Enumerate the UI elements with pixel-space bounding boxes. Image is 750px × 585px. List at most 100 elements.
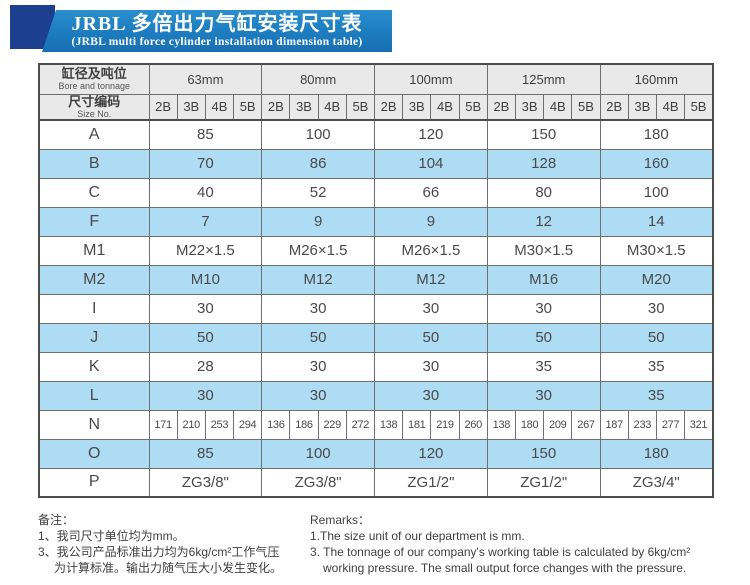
size-code-header-cell: 2B — [486, 93, 516, 121]
notes-en-lines: 1.The size unit of our department is mm.… — [310, 528, 728, 576]
value-cell: 180 — [514, 409, 545, 440]
size-code-header-cell: 4B — [430, 93, 460, 121]
size-code-header-cell: 2B — [373, 93, 404, 121]
value-cell: 187 — [599, 409, 629, 440]
table-row-a: A 85 100 120 150 180 — [38, 119, 714, 150]
value-cell: 150 — [486, 438, 601, 469]
bore-header-cell: 63mm — [148, 63, 263, 95]
size-code-header-cell: 5B — [458, 93, 488, 121]
row-label: L — [38, 380, 150, 411]
value-cell: 80 — [486, 177, 601, 208]
size-code-header-cell: 3B — [402, 93, 432, 121]
value-cell: 50 — [599, 322, 714, 353]
table-row-p: P ZG3/8" ZG3/8" ZG1/2" ZG1/2" ZG3/4" — [38, 467, 714, 498]
notes-zh-heading: 备注： — [38, 513, 75, 527]
value-cell: 50 — [148, 322, 263, 353]
value-cell: 150 — [486, 119, 601, 150]
table-row-n: N 171 210 253 294 136 186 229 272 138 181 219 260 138… — [38, 409, 714, 440]
value-cell: 100 — [261, 119, 375, 150]
table-row-f: F 7 9 9 12 14 — [38, 206, 714, 237]
size-code-header-cell: 3B — [627, 93, 657, 121]
table-header: 缸径及吨位 Bore and tonnage 63mm 80mm 100mm 125mm 1… — [38, 63, 714, 121]
note-line: 1.The size unit of our department is mm. — [310, 529, 525, 543]
value-cell: 30 — [374, 380, 488, 411]
row-label: K — [38, 351, 150, 382]
size-code-header-cell: 5B — [684, 93, 714, 121]
size-code-header-cell: 4B — [655, 93, 686, 121]
row-label: J — [38, 322, 150, 353]
value-cell: M22×1.5 — [148, 235, 263, 266]
table-row-c: C 40 52 66 80 100 — [38, 177, 714, 208]
table-body: A 85 100 120 150 180 B 70 86 104 128 160 C 40 52 66 80 10… — [38, 119, 714, 498]
value-cell: 35 — [599, 351, 714, 382]
size-code-header-cell: 5B — [571, 93, 601, 121]
value-cell: ZG1/2" — [486, 467, 601, 498]
header-row-size-codes: 尺寸编码 Size No. 2B 3B 4B 5B 2B 3B 4B 5B 2B 3B 4B 5B 2B 3B… — [38, 93, 714, 121]
value-cell: 180 — [599, 119, 714, 150]
table-row-m1: M1 M22×1.5 M26×1.5 M26×1.5 M30×1.5 M30×1.5 — [38, 235, 714, 266]
value-cell: M30×1.5 — [599, 235, 714, 266]
table-row-o: O 85 100 120 150 180 — [38, 438, 714, 469]
value-cell: 219 — [430, 409, 460, 440]
row-label: M2 — [38, 264, 150, 295]
value-cell: 100 — [599, 177, 714, 208]
value-cell: 294 — [233, 409, 263, 440]
note-line: 3. The tonnage of our company's working … — [310, 545, 691, 559]
size-code-header-cell: 2B — [599, 93, 629, 121]
value-cell: 9 — [261, 206, 375, 237]
corner-zh: 尺寸编码 — [68, 94, 121, 109]
value-cell: 104 — [374, 148, 488, 179]
size-code-header-cell: 3B — [514, 93, 545, 121]
value-cell: 233 — [627, 409, 657, 440]
corner-en: Size No. — [77, 108, 112, 119]
row-label: C — [38, 177, 150, 208]
value-cell: 30 — [148, 293, 263, 324]
value-cell: 120 — [374, 438, 488, 469]
row-label: F — [38, 206, 150, 237]
value-cell: ZG3/8" — [148, 467, 263, 498]
bore-header-cell: 160mm — [599, 63, 714, 95]
value-cell: M20 — [599, 264, 714, 295]
value-cell: 30 — [261, 351, 375, 382]
value-cell: M26×1.5 — [261, 235, 375, 266]
value-cell: 30 — [148, 380, 263, 411]
value-cell: 186 — [289, 409, 319, 440]
value-cell: M26×1.5 — [374, 235, 488, 266]
size-code-header-cell: 5B — [345, 93, 376, 121]
value-cell: 160 — [599, 148, 714, 179]
bore-header-cell: 100mm — [374, 63, 488, 95]
value-cell: M16 — [486, 264, 601, 295]
size-code-header-cell: 4B — [317, 93, 347, 121]
value-cell: 30 — [374, 293, 488, 324]
value-cell: 171 — [148, 409, 178, 440]
value-cell: 260 — [458, 409, 488, 440]
table-row-m2: M2 M10 M12 M12 M16 M20 — [38, 264, 714, 295]
value-cell: 272 — [345, 409, 376, 440]
value-cell: M12 — [261, 264, 375, 295]
row-label: P — [38, 467, 150, 498]
size-code-header-cell: 2B — [148, 93, 178, 121]
value-cell: 50 — [374, 322, 488, 353]
size-code-header-cell: 3B — [176, 93, 206, 121]
row-label: I — [38, 293, 150, 324]
row-label: A — [38, 119, 150, 150]
dimension-table: 缸径及吨位 Bore and tonnage 63mm 80mm 100mm 125mm 1… — [38, 63, 714, 498]
row-label: O — [38, 438, 150, 469]
note-line: 1、我司尺寸单位均为mm。 — [38, 529, 185, 543]
page-title: JRBL 多倍出力气缸安装尺寸表 — [71, 13, 363, 35]
size-code-header-cell: 4B — [543, 93, 573, 121]
value-cell: 30 — [374, 351, 488, 382]
corner-zh: 缸径及吨位 — [61, 66, 127, 82]
value-cell: 30 — [261, 293, 375, 324]
size-code-header-cell: 5B — [233, 93, 263, 121]
value-cell: 277 — [655, 409, 686, 440]
value-cell: 136 — [261, 409, 291, 440]
corner-size-no: 尺寸编码 Size No. — [38, 93, 150, 121]
value-cell: 100 — [261, 438, 375, 469]
row-label: N — [38, 409, 150, 440]
table-row-i: I 30 30 30 30 30 — [38, 293, 714, 324]
value-cell: 35 — [486, 351, 601, 382]
table-row-b: B 70 86 104 128 160 — [38, 148, 714, 179]
page-subtitle: (JRBL multi force cylinder installation … — [71, 36, 363, 48]
